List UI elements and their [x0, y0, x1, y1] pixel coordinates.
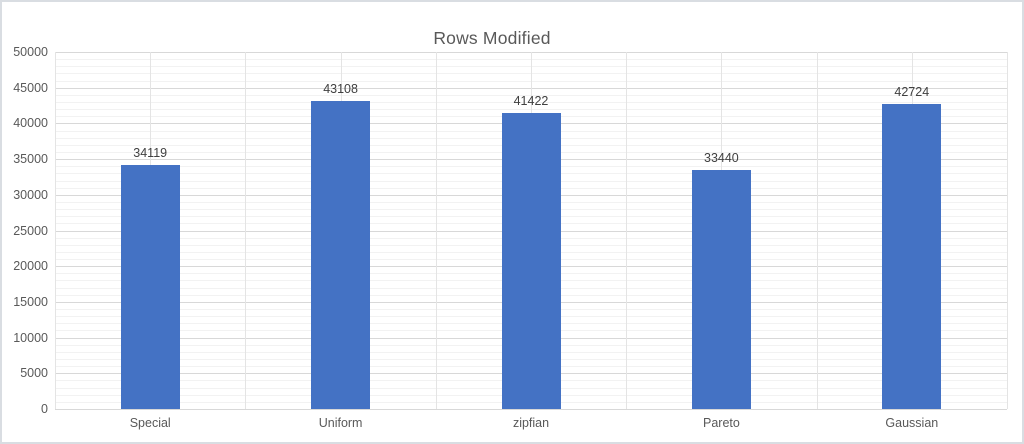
- bar-uniform: [311, 101, 371, 409]
- vertical-gridline: [245, 52, 247, 409]
- x-axis: Special Uniform zipfian Pareto Gaussian: [55, 416, 1007, 430]
- chart-title: Rows Modified: [433, 28, 551, 48]
- y-tick-label: 25000: [13, 223, 48, 238]
- bar-gaussian: [882, 103, 942, 409]
- vertical-gridline: [435, 52, 437, 409]
- y-tick-label: 30000: [13, 187, 48, 202]
- bar-pareto: [691, 170, 751, 409]
- y-tick-label: 0: [41, 402, 48, 416]
- y-axis: 0 5000 10000 15000 20000 25000 30000 35000 40000…: [2, 45, 48, 416]
- y-tick-label: 50000: [13, 45, 48, 59]
- vertical-gridline: [626, 52, 628, 409]
- y-tick-label: 45000: [13, 80, 48, 95]
- vertical-gridline: [816, 52, 818, 409]
- vertical-gridline: [55, 52, 56, 409]
- plot-area: 34119 43108 41422 33440 42724: [55, 52, 1008, 410]
- bar-special: [120, 165, 180, 409]
- x-category-label: zipfian: [512, 416, 550, 430]
- x-category-label: Gaussian: [885, 416, 939, 430]
- y-tick-label: 35000: [13, 152, 48, 167]
- vertical-gridline: [1007, 52, 1008, 409]
- major-gridline: [55, 409, 1007, 410]
- y-tick-label: 10000: [13, 330, 48, 345]
- y-tick-label: 15000: [13, 294, 48, 309]
- x-category-label: Uniform: [318, 416, 363, 430]
- y-tick-label: 40000: [13, 116, 48, 131]
- y-tick-label: 5000: [20, 366, 48, 381]
- x-category-label: Special: [129, 416, 171, 430]
- x-category-label: Pareto: [703, 416, 740, 430]
- y-tick-label: 20000: [13, 259, 48, 274]
- bar-zipfian: [501, 113, 561, 409]
